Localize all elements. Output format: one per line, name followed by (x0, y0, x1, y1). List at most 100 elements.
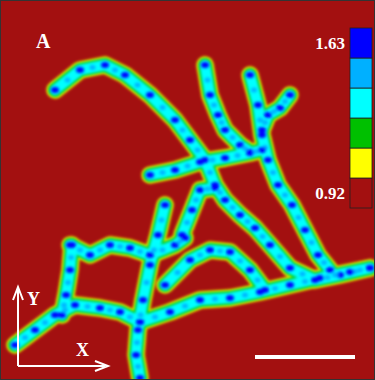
colorbar-swatch (350, 118, 372, 148)
scale-bar (255, 355, 355, 359)
peak-mid (77, 248, 83, 253)
peak (246, 72, 254, 78)
filament-layer (15, 65, 370, 378)
peak-mid (144, 280, 150, 285)
peak (181, 235, 189, 241)
peak-mid (65, 78, 71, 83)
peak-mid (85, 304, 91, 309)
filament-layer (15, 65, 370, 378)
peak-mid (195, 148, 201, 153)
peak-mid (138, 313, 144, 318)
peak (86, 252, 94, 258)
peak (96, 305, 104, 311)
peak (261, 287, 269, 293)
y-arrow (17, 290, 19, 366)
colorbar-swatch (350, 58, 372, 88)
peak-mid (257, 118, 263, 123)
peak-mid (325, 275, 331, 280)
filament (262, 95, 290, 130)
peak-mid (282, 193, 288, 198)
filament (55, 65, 370, 280)
filament (15, 305, 140, 345)
peak-mid (135, 364, 141, 369)
peak (264, 157, 272, 163)
filaments (11, 62, 374, 380)
peak (146, 262, 154, 268)
peak (254, 102, 262, 108)
peak-mid (205, 187, 211, 192)
peak (188, 207, 196, 213)
filament (182, 188, 215, 235)
x-label: X (76, 340, 89, 360)
peak (146, 172, 154, 178)
peak-mid (193, 198, 199, 203)
filament (205, 65, 250, 152)
peak-mid (245, 219, 251, 224)
filament (205, 65, 250, 152)
peak (366, 265, 374, 271)
peak (132, 352, 140, 358)
peak (136, 319, 144, 325)
filament (165, 250, 265, 290)
peak (126, 245, 134, 251)
peak (106, 242, 114, 248)
peak (211, 185, 219, 191)
peak-mid (242, 293, 248, 298)
peak (58, 312, 66, 318)
peak (301, 227, 309, 233)
peak (121, 72, 129, 78)
peak (226, 249, 234, 255)
peak (68, 242, 76, 248)
peak-mid (211, 103, 217, 108)
peak-mid (197, 253, 203, 258)
peak-mid (175, 270, 181, 275)
peak (139, 297, 147, 303)
peak (226, 295, 234, 301)
peak (286, 92, 294, 98)
field-background (0, 0, 375, 380)
peak (201, 62, 209, 68)
peak (266, 242, 274, 248)
peak (251, 225, 259, 231)
peak-mid (300, 272, 306, 277)
filament (262, 95, 290, 130)
filament-layer (15, 65, 370, 378)
peak-mid (235, 153, 241, 158)
figure: 1.630.92AYX (0, 0, 375, 380)
y-arrowhead (13, 287, 23, 300)
peak (196, 187, 204, 193)
peak-mid (205, 78, 211, 83)
peak-mid (135, 83, 141, 88)
peak-mid (272, 286, 278, 291)
filament (165, 250, 265, 290)
peak (214, 112, 222, 118)
peak-mid (117, 244, 123, 249)
x-arrow (18, 365, 105, 367)
peak-mid (217, 249, 223, 254)
peak (276, 105, 284, 111)
peak (221, 155, 229, 161)
peak-mid (159, 218, 165, 223)
peak-mid (112, 68, 118, 73)
peak-mid (160, 105, 166, 110)
filament (136, 205, 165, 378)
colorbar-swatch (350, 88, 372, 118)
peak-mid (180, 128, 186, 133)
peak (221, 127, 229, 133)
peak (258, 127, 266, 133)
filament (15, 305, 140, 345)
peak-mid (251, 88, 257, 93)
frame (1, 1, 375, 380)
peak-mid (65, 280, 71, 285)
filament (262, 95, 290, 130)
peak (66, 267, 74, 273)
peak (134, 327, 142, 333)
filament (165, 250, 265, 290)
y-label: Y (27, 289, 40, 309)
peak-mid (302, 279, 308, 284)
filament (70, 238, 185, 255)
peak-mid (90, 65, 96, 70)
peak (116, 309, 124, 315)
peak (51, 312, 59, 318)
peak-mid (68, 255, 74, 260)
